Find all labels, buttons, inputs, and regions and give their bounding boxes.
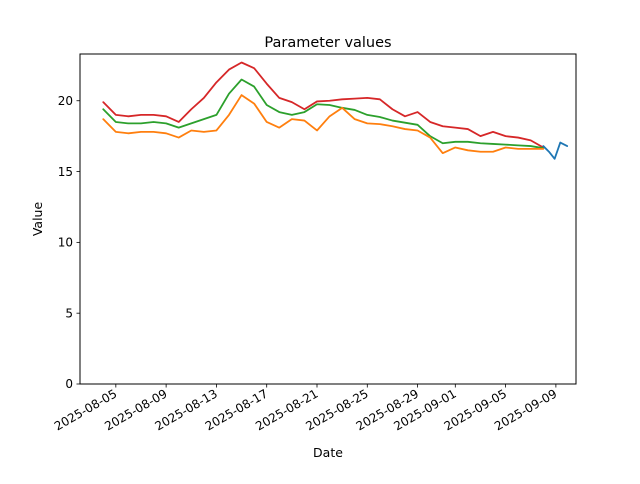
y-tick-label: 10 bbox=[58, 236, 73, 250]
y-tick-label: 0 bbox=[65, 377, 73, 391]
orange-series-line bbox=[102, 94, 545, 155]
plot-series bbox=[102, 61, 569, 160]
chart-title: Parameter values bbox=[264, 35, 391, 51]
plot-border bbox=[79, 53, 577, 385]
y-axis-label: Value bbox=[30, 202, 45, 237]
blue-series-line bbox=[542, 141, 569, 160]
x-axis-label: Date bbox=[313, 445, 343, 460]
y-axis-ticks: 0 5 10 15 20 bbox=[58, 94, 80, 391]
y-tick-label: 15 bbox=[58, 165, 73, 179]
y-tick-label: 5 bbox=[65, 306, 73, 320]
green-series-line bbox=[102, 78, 545, 150]
y-tick-label: 20 bbox=[58, 94, 73, 108]
red-series-line bbox=[102, 61, 545, 149]
